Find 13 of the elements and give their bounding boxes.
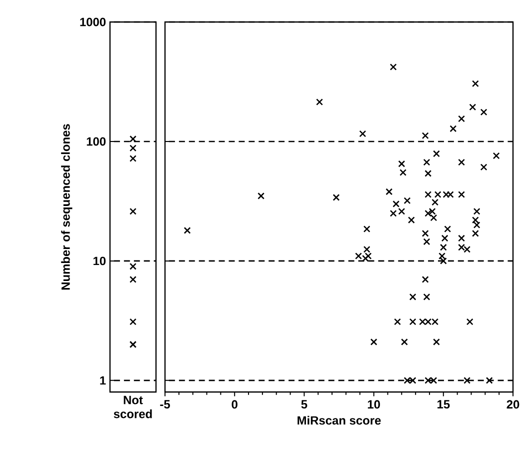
x-tick-label: 15 [438, 400, 450, 408]
x-tick-label: 20 [506, 400, 520, 409]
x-tick-label: 5 [301, 400, 308, 408]
y-tick-label: 1 [100, 376, 106, 385]
y-tick-label: 10 [94, 256, 106, 266]
x-tick-label: 10 [368, 400, 380, 409]
x-tick-label: -5 [160, 400, 170, 408]
x-tick-label: 0 [232, 400, 238, 409]
x-tick-label: Not scored [114, 396, 152, 418]
y-tick-label: 1000 [80, 18, 106, 26]
y-tick-label: 100 [86, 137, 106, 146]
x-axis-title: MiRscan score [298, 416, 381, 425]
y-axis-title: Number of sequenced clones [61, 124, 72, 290]
